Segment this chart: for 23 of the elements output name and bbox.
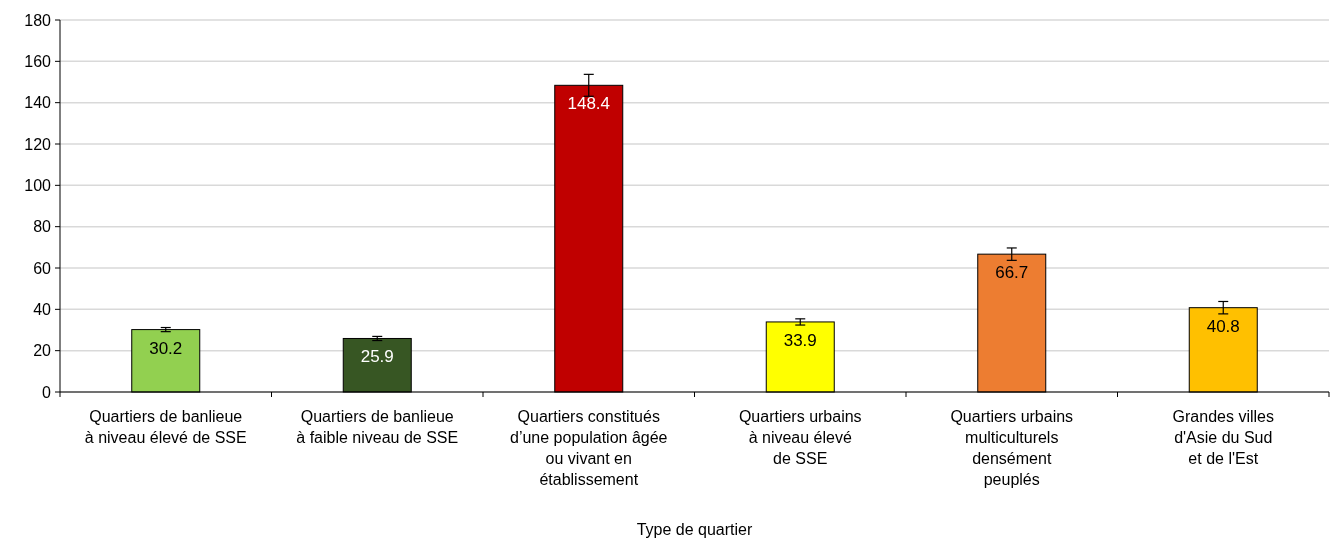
y-tick-label: 100 [24,176,52,194]
y-tick-label: 80 [33,218,52,236]
y-tick-label: 140 [24,94,52,112]
x-tick-label: Quartiers de banlieue à niveau élevé de SSE [84,408,247,446]
y-tick-label: 0 [42,383,52,401]
data-label: 66.7 [995,263,1029,283]
data-label: 30.2 [149,338,183,358]
y-tick-label: 60 [33,259,52,277]
y-tick-label: 180 [24,11,52,29]
x-tick-label: Quartiers de banlieue à faible niveau de SSE [296,408,459,446]
x-tick-label: Quartiers urbains à niveau élevé de SSE [738,408,862,467]
y-tick-label: 120 [24,135,52,153]
x-axis-title: Type de quartier [636,521,753,538]
x-tick-label: Grandes villes d'Asie du Sud et de l'Est [1172,408,1274,467]
data-label: 40.8 [1206,316,1240,336]
y-tick-label: 40 [33,300,52,318]
y-tick-label: 20 [33,342,52,360]
y-tick-label: 160 [24,52,52,70]
data-label: 33.9 [783,330,817,350]
x-tick-label: Quartiers constitués d’une population âgée ou vivant en établissement [510,408,668,488]
x-tick-label: Quartiers urbains multiculturels densément peuplés [950,408,1074,488]
data-label: 25.9 [360,347,394,367]
data-label: 148.4 [567,94,611,114]
